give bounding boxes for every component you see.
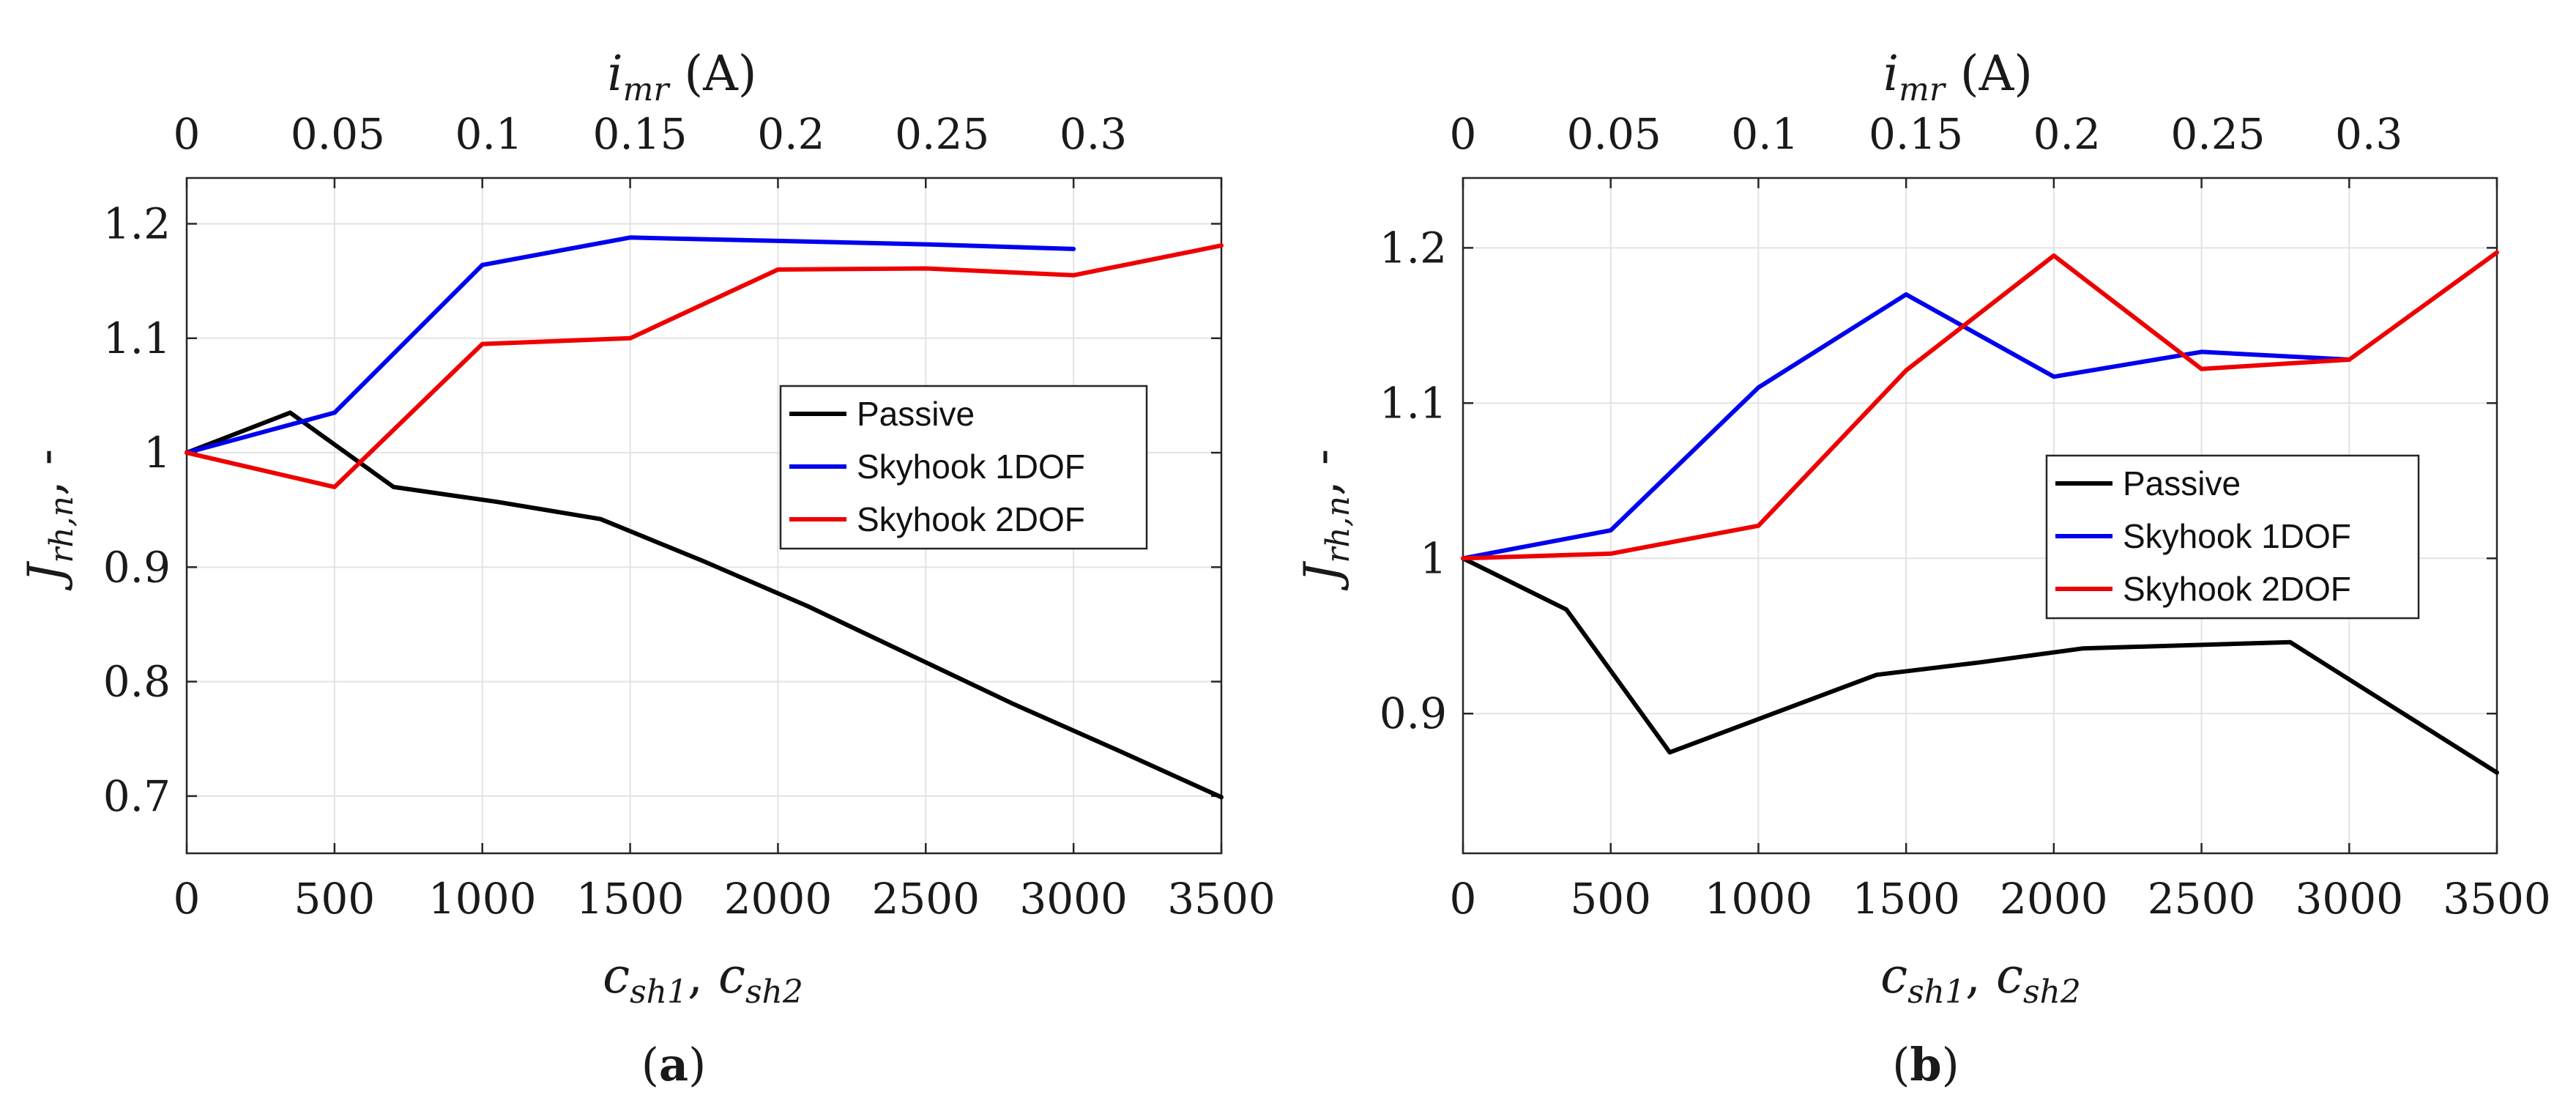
plot-frame — [185, 177, 1223, 855]
x2-axis-label: imr (A) — [1883, 45, 2033, 108]
x2-axis-label-unit: (A) — [1945, 45, 2033, 102]
x-tick-label: 3500 — [1167, 874, 1276, 924]
x-axis-label-symbol: c — [603, 948, 630, 1004]
y-axis-label: Jrh,n, - — [1294, 449, 1357, 591]
panel-label-letter: b — [1910, 1038, 1941, 1091]
x-tick-label: 3000 — [1019, 874, 1128, 924]
panel-label-open: ( — [641, 1038, 659, 1091]
x-axis-label-symbol: c — [1996, 948, 2023, 1004]
legend-entry: Passive — [2123, 464, 2241, 502]
legend: Passive Skyhook 1DOF Skyhook 2DOF — [779, 385, 1148, 550]
panel-label-letter: a — [659, 1038, 688, 1091]
panel-label: (b) — [1892, 1038, 1959, 1091]
y-tick-label: 0.9 — [1380, 689, 1447, 738]
panel-label: (a) — [641, 1038, 707, 1091]
x-axis-label-symbol: c — [1880, 948, 1907, 1004]
x-tick-label: 1000 — [1705, 874, 1813, 924]
x2-axis-label-unit: (A) — [669, 45, 756, 102]
x-tick-label: 0 — [1450, 874, 1477, 924]
x-axis-label-sep: , — [1965, 948, 1996, 1004]
panel-label-open: ( — [1892, 1038, 1910, 1091]
series-line-skyhook-2dof — [1461, 250, 2499, 561]
legend: Passive Skyhook 1DOF Skyhook 2DOF — [2045, 454, 2420, 620]
x2-tick-label: 0.3 — [1060, 109, 1127, 159]
x2-tick-label: 0.2 — [757, 109, 824, 159]
x2-axis-label-symbol: i — [1883, 45, 1899, 102]
y-axis-label-suffix: , - — [18, 449, 74, 496]
y-tick-label: 0.7 — [103, 771, 171, 821]
x-tick-label: 2000 — [2000, 874, 2108, 924]
x2-tick-label: 0.1 — [1731, 109, 1798, 159]
x-axis-label: csh1, csh2 — [1880, 948, 2081, 1011]
x2-tick-label: 0.25 — [895, 109, 989, 159]
x2-tick-label: 0 — [1450, 109, 1477, 159]
series-line-skyhook-1dof — [1461, 292, 2352, 561]
x-tick-label: 3000 — [2295, 874, 2403, 924]
y-axis-label-symbol: J — [18, 560, 74, 591]
x-tick-label: 0 — [174, 874, 201, 924]
series-line-skyhook-1dof — [185, 235, 1076, 456]
y-tick-label: 0.8 — [103, 657, 171, 707]
x2-tick-label: 0.15 — [1869, 109, 1963, 159]
legend-entry: Skyhook 1DOF — [857, 448, 1085, 486]
x-tick-label: 3500 — [2443, 874, 2551, 924]
y-axis-label-symbol: J — [1294, 560, 1350, 591]
x2-tick-label: 0.25 — [2170, 109, 2265, 159]
x2-axis-label-symbol: i — [607, 45, 622, 102]
legend-entry: Skyhook 2DOF — [2123, 570, 2351, 608]
x2-axis-label: imr (A) — [607, 45, 756, 108]
x2-tick-label: 0.05 — [291, 109, 385, 159]
legend-entry: Skyhook 1DOF — [2123, 517, 2351, 555]
x-tick-label: 1500 — [1852, 874, 1960, 924]
series-line-passive — [1461, 556, 2499, 775]
chart-panel-b: 0 500 1000 1500 2000 2500 3000 3500 0.9 1 1.1 1.2 0 0… — [1294, 45, 2551, 1091]
x2-tick-label: 0.1 — [455, 109, 523, 159]
x2-tick-label: 0 — [174, 109, 201, 159]
x-tick-label: 500 — [1570, 874, 1651, 924]
y-tick-label: 1.1 — [1380, 378, 1447, 428]
y-tick-label: 1.2 — [103, 199, 171, 249]
x2-axis-label-sub: mr — [623, 71, 671, 108]
x-axis-label-sub: sh2 — [2023, 973, 2081, 1011]
y-axis-label-sub: rh,n — [1319, 496, 1357, 563]
x-axis-label-symbol: c — [718, 948, 745, 1004]
x2-tick-label: 0.2 — [2033, 109, 2101, 159]
panel-label-close: ) — [688, 1038, 706, 1091]
legend-entry: Passive — [857, 395, 975, 433]
y-tick-label: 1 — [144, 428, 171, 478]
x2-tick-label: 0.15 — [592, 109, 687, 159]
x-tick-label: 2500 — [871, 874, 980, 924]
y-tick-label: 1.2 — [1380, 223, 1447, 272]
y-axis-label-suffix: , - — [1294, 449, 1350, 496]
chart-panel-a: 0 500 1000 1500 2000 2500 3000 3500 0.7 0.8 0.9 1 1.… — [18, 45, 1276, 1091]
x-axis-label-sub: sh1 — [1907, 973, 1965, 1011]
x-tick-label: 2000 — [724, 874, 833, 924]
x2-tick-label: 0.05 — [1567, 109, 1661, 159]
x-tick-label: 2500 — [2148, 874, 2256, 924]
y-axis-label-sub: rh,n — [43, 496, 81, 563]
series-line-skyhook-2dof — [185, 243, 1224, 489]
legend-entry: Skyhook 2DOF — [857, 500, 1085, 538]
x-tick-label: 1500 — [576, 874, 685, 924]
y-tick-label: 0.9 — [103, 542, 171, 592]
x2-axis-label-sub: mr — [1899, 71, 1947, 108]
x-axis-label-sub: sh1 — [630, 973, 688, 1011]
x-tick-label: 1000 — [428, 874, 537, 924]
x-axis-label-sub: sh2 — [745, 973, 803, 1011]
plot-frame — [1462, 177, 2498, 855]
x-tick-label: 500 — [294, 874, 375, 924]
y-axis-label: Jrh,n, - — [18, 449, 81, 591]
x-axis-label-sep: , — [688, 948, 718, 1004]
y-tick-label: 1.1 — [103, 313, 171, 363]
x2-tick-label: 0.3 — [2335, 109, 2402, 159]
panel-label-close: ) — [1942, 1038, 1959, 1091]
y-tick-label: 1 — [1420, 533, 1447, 583]
x-axis-label: csh1, csh2 — [603, 948, 803, 1011]
